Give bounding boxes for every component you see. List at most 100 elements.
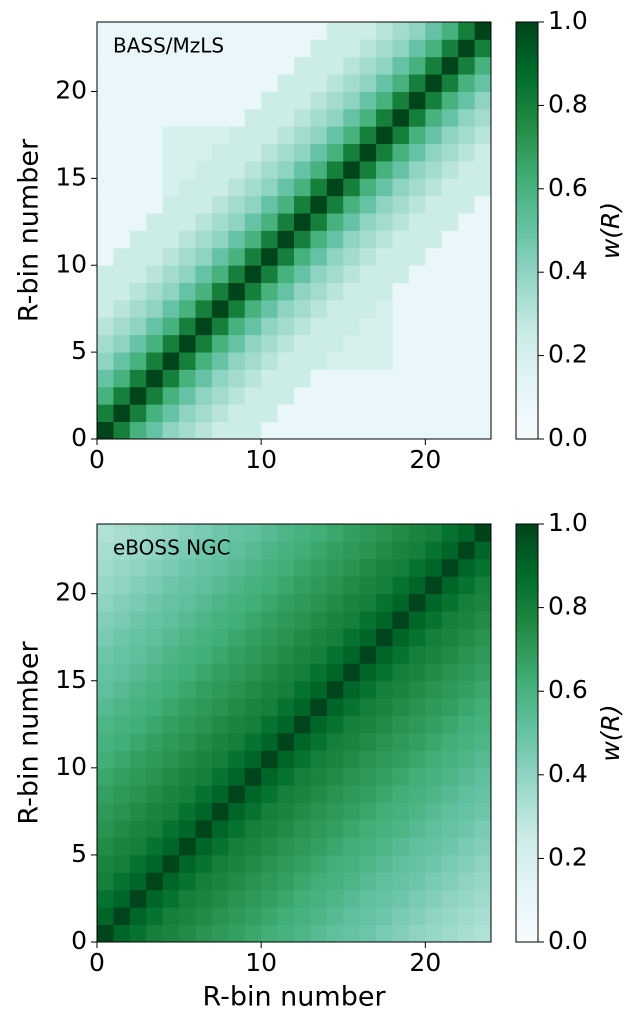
heatmap-cell <box>113 265 131 284</box>
heatmap-cell <box>228 750 246 769</box>
heatmap-cell <box>162 74 180 92</box>
heatmap-cell <box>195 576 213 595</box>
heatmap-cell <box>97 872 114 891</box>
heatmap-cell <box>376 698 393 716</box>
heatmap-cell <box>162 628 180 647</box>
heatmap-cell <box>343 802 361 821</box>
heatmap-cell <box>97 213 114 231</box>
heatmap-cell <box>179 108 196 127</box>
heatmap-cell <box>310 300 328 318</box>
heatmap-cell <box>294 178 311 197</box>
heatmap-cell <box>97 334 114 353</box>
heatmap-cell <box>326 386 344 405</box>
heatmap-cell <box>392 767 410 786</box>
heatmap-cell <box>294 733 311 751</box>
heatmap-cell <box>228 628 246 647</box>
heatmap-cell <box>474 247 492 266</box>
heatmap-cell <box>326 802 344 821</box>
heatmap-cell <box>458 698 475 716</box>
heatmap-cell <box>458 837 475 856</box>
heatmap-cell <box>277 715 295 734</box>
heatmap-cell <box>343 593 361 612</box>
heatmap-cell <box>261 74 278 92</box>
heatmap-cell <box>277 91 295 110</box>
heatmap-cell <box>195 386 213 405</box>
heatmap-cell <box>359 837 377 856</box>
heatmap-cell <box>261 334 278 353</box>
heatmap-cell <box>392 352 410 370</box>
heatmap-cell <box>97 715 114 734</box>
heatmap-cell <box>408 369 426 388</box>
heatmap-cell <box>129 39 147 58</box>
heatmap-cell <box>458 715 475 734</box>
heatmap-cell <box>392 854 410 873</box>
heatmap-cell <box>179 628 196 647</box>
heatmap-cell <box>97 663 114 682</box>
heatmap-cell <box>97 907 114 925</box>
heatmap-cell <box>228 611 246 629</box>
heatmap-cell <box>162 541 180 560</box>
heatmap-cell <box>392 282 410 301</box>
heatmap-cell <box>408 56 426 75</box>
heatmap-cell <box>228 872 246 891</box>
heatmap-cell <box>310 663 328 682</box>
heatmap-cell <box>458 889 475 908</box>
heatmap-cell <box>326 161 344 179</box>
heatmap-cell <box>343 161 361 179</box>
heatmap-cell <box>211 143 229 162</box>
heatmap-cell <box>261 541 278 560</box>
heatmap-cell <box>326 282 344 301</box>
heatmap-cell <box>261 924 278 943</box>
heatmap-cell <box>228 143 246 162</box>
heatmap-cell <box>113 126 131 145</box>
heatmap-cell <box>211 247 229 266</box>
heatmap-cell <box>408 907 426 925</box>
heatmap-cell <box>343 317 361 336</box>
heatmap-cell <box>129 282 147 301</box>
heatmap-cell <box>244 820 262 838</box>
heatmap-cell <box>408 352 426 370</box>
heatmap-cell <box>441 785 459 804</box>
heatmap-cell <box>425 143 443 162</box>
heatmap-cell <box>392 386 410 405</box>
heatmap-cell <box>113 854 131 873</box>
heatmap-cell <box>425 317 443 336</box>
heatmap-cell <box>179 872 196 891</box>
heatmap-cell <box>129 889 147 908</box>
heatmap-cell <box>310 161 328 179</box>
heatmap-cell <box>244 143 262 162</box>
heatmap-cell <box>113 611 131 629</box>
heatmap-cell <box>211 334 229 353</box>
heatmap-cell <box>277 352 295 370</box>
heatmap-cell <box>228 195 246 214</box>
heatmap-cell <box>359 576 377 595</box>
heatmap-cell <box>310 386 328 405</box>
heatmap-cell <box>310 108 328 127</box>
heatmap-cell <box>228 282 246 301</box>
heatmap-cell <box>376 265 393 284</box>
heatmap-cell <box>277 750 295 769</box>
heatmap-cell <box>146 404 164 423</box>
heatmap-cell <box>129 386 147 405</box>
heatmap-cell <box>326 541 344 560</box>
heatmap-cell <box>129 785 147 804</box>
heatmap-cell <box>458 611 475 629</box>
heatmap-cell <box>441 558 459 577</box>
heatmap-cell <box>376 421 393 440</box>
heatmap-cell <box>458 421 475 440</box>
heatmap-cell <box>474 334 492 353</box>
heatmap-cell <box>376 282 393 301</box>
heatmap-cell <box>162 767 180 786</box>
heatmap-cell <box>343 421 361 440</box>
heatmap-cell <box>244 126 262 145</box>
colorbar-tick-label: 0.6 <box>548 675 588 704</box>
heatmap-cell <box>277 126 295 145</box>
heatmap-cell <box>129 611 147 629</box>
heatmap-cell <box>97 300 114 318</box>
heatmap-cell <box>129 91 147 110</box>
heatmap-cell <box>179 576 196 595</box>
heatmap-cell <box>359 404 377 423</box>
heatmap-cell <box>425 300 443 318</box>
heatmap-cell <box>211 91 229 110</box>
heatmap-cell <box>359 317 377 336</box>
